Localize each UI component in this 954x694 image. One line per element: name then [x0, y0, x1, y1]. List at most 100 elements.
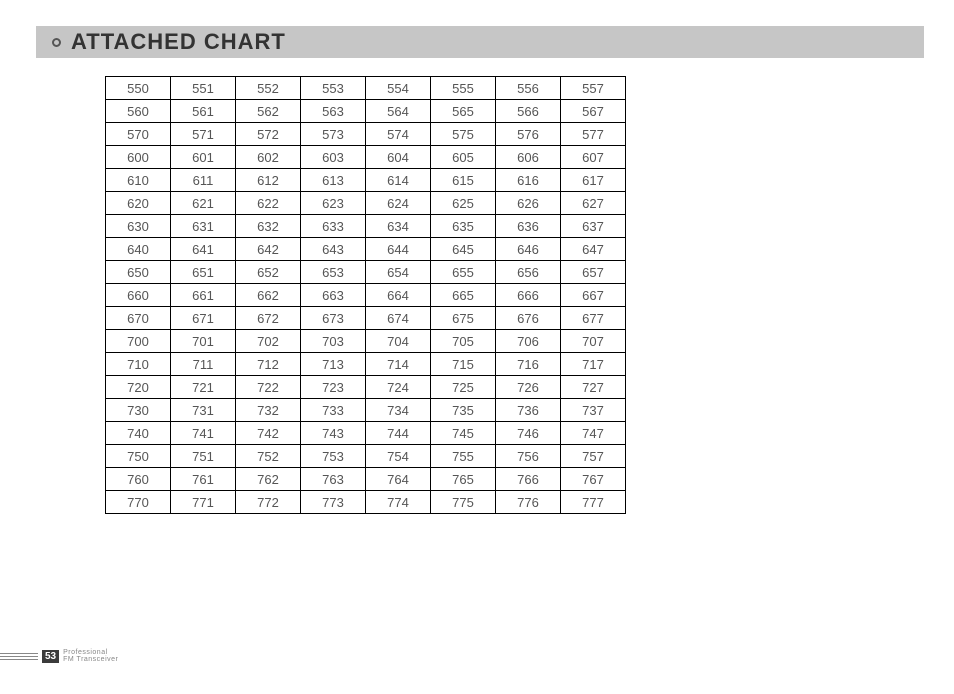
table-cell: 766	[496, 468, 561, 491]
table-row: 650651652653654655656657	[106, 261, 626, 284]
table-cell: 742	[236, 422, 301, 445]
table-cell: 601	[171, 146, 236, 169]
table-cell: 561	[171, 100, 236, 123]
table-cell: 740	[106, 422, 171, 445]
table-cell: 603	[301, 146, 366, 169]
table-row: 630631632633634635636637	[106, 215, 626, 238]
table-cell: 714	[366, 353, 431, 376]
table-cell: 705	[431, 330, 496, 353]
table-cell: 645	[431, 238, 496, 261]
table-cell: 753	[301, 445, 366, 468]
page-number: 53	[42, 650, 59, 663]
table-cell: 756	[496, 445, 561, 468]
table-cell: 555	[431, 77, 496, 100]
table-cell: 616	[496, 169, 561, 192]
table-cell: 636	[496, 215, 561, 238]
table-cell: 670	[106, 307, 171, 330]
table-cell: 612	[236, 169, 301, 192]
table-cell: 776	[496, 491, 561, 514]
table-cell: 566	[496, 100, 561, 123]
table-row: 660661662663664665666667	[106, 284, 626, 307]
table-cell: 713	[301, 353, 366, 376]
table-cell: 660	[106, 284, 171, 307]
table-cell: 647	[561, 238, 626, 261]
table-cell: 556	[496, 77, 561, 100]
table-cell: 715	[431, 353, 496, 376]
table-cell: 763	[301, 468, 366, 491]
table-cell: 774	[366, 491, 431, 514]
table-cell: 721	[171, 376, 236, 399]
title-bar: ATTACHED CHART	[36, 26, 924, 58]
table-cell: 654	[366, 261, 431, 284]
table-cell: 622	[236, 192, 301, 215]
table-row: 730731732733734735736737	[106, 399, 626, 422]
chart-table: 5505515525535545555565575605615625635645…	[105, 76, 626, 514]
table-cell: 627	[561, 192, 626, 215]
table-row: 610611612613614615616617	[106, 169, 626, 192]
table-cell: 772	[236, 491, 301, 514]
table-cell: 773	[301, 491, 366, 514]
table-cell: 716	[496, 353, 561, 376]
table-cell: 631	[171, 215, 236, 238]
table-cell: 734	[366, 399, 431, 422]
footer-line1: Professional	[63, 649, 118, 657]
table-cell: 602	[236, 146, 301, 169]
table-row: 550551552553554555556557	[106, 77, 626, 100]
table-cell: 777	[561, 491, 626, 514]
table-cell: 663	[301, 284, 366, 307]
table-cell: 640	[106, 238, 171, 261]
table-cell: 733	[301, 399, 366, 422]
table-cell: 642	[236, 238, 301, 261]
table-cell: 564	[366, 100, 431, 123]
table-cell: 723	[301, 376, 366, 399]
table-cell: 626	[496, 192, 561, 215]
table-cell: 661	[171, 284, 236, 307]
table-cell: 641	[171, 238, 236, 261]
table-cell: 675	[431, 307, 496, 330]
table-cell: 571	[171, 123, 236, 146]
table-cell: 607	[561, 146, 626, 169]
table-cell: 560	[106, 100, 171, 123]
table-cell: 652	[236, 261, 301, 284]
footer: 53 Professional FM Transceiver	[0, 649, 118, 664]
table-cell: 655	[431, 261, 496, 284]
table-cell: 761	[171, 468, 236, 491]
table-cell: 656	[496, 261, 561, 284]
table-cell: 563	[301, 100, 366, 123]
table-cell: 573	[301, 123, 366, 146]
table-cell: 746	[496, 422, 561, 445]
table-cell: 700	[106, 330, 171, 353]
table-cell: 665	[431, 284, 496, 307]
table-row: 640641642643644645646647	[106, 238, 626, 261]
table-cell: 613	[301, 169, 366, 192]
table-cell: 707	[561, 330, 626, 353]
table-cell: 621	[171, 192, 236, 215]
table-cell: 755	[431, 445, 496, 468]
table-cell: 722	[236, 376, 301, 399]
table-cell: 576	[496, 123, 561, 146]
table-cell: 671	[171, 307, 236, 330]
table-row: 760761762763764765766767	[106, 468, 626, 491]
table-cell: 704	[366, 330, 431, 353]
page-title: ATTACHED CHART	[71, 29, 286, 55]
table-cell: 711	[171, 353, 236, 376]
table-row: 670671672673674675676677	[106, 307, 626, 330]
table-cell: 662	[236, 284, 301, 307]
table-cell: 732	[236, 399, 301, 422]
table-cell: 745	[431, 422, 496, 445]
table-cell: 736	[496, 399, 561, 422]
table-cell: 724	[366, 376, 431, 399]
table-cell: 735	[431, 399, 496, 422]
table-cell: 747	[561, 422, 626, 445]
table-cell: 653	[301, 261, 366, 284]
table-cell: 630	[106, 215, 171, 238]
table-cell: 651	[171, 261, 236, 284]
table-cell: 575	[431, 123, 496, 146]
table-cell: 726	[496, 376, 561, 399]
table-cell: 730	[106, 399, 171, 422]
table-cell: 610	[106, 169, 171, 192]
table-cell: 701	[171, 330, 236, 353]
table-cell: 706	[496, 330, 561, 353]
table-cell: 673	[301, 307, 366, 330]
table-cell: 750	[106, 445, 171, 468]
